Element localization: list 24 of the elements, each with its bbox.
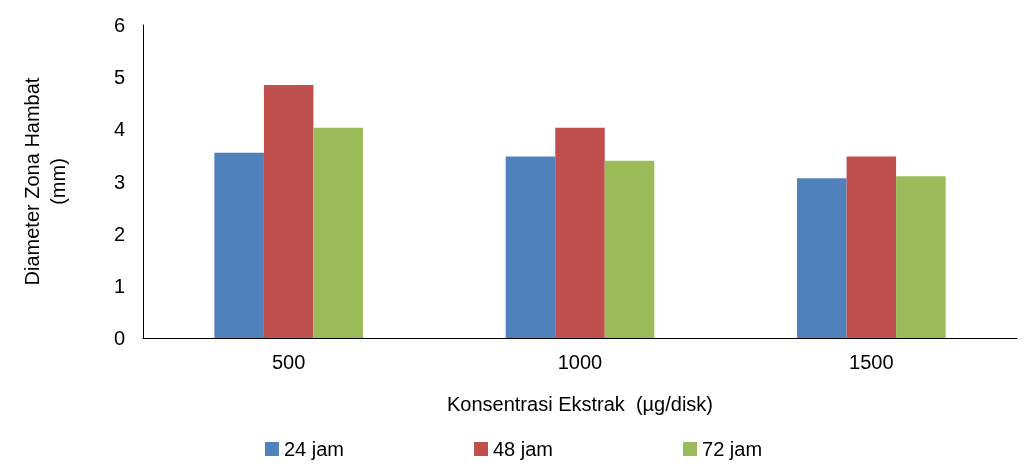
bar [896, 176, 946, 338]
x-tick-label: 500 [271, 351, 306, 373]
y-tick-label: 3 [113, 170, 125, 193]
y-tick-label: 6 [113, 14, 125, 36]
bar [555, 127, 605, 338]
bar [214, 152, 264, 338]
x-tick-label: 1500 [849, 351, 894, 373]
bar [604, 160, 655, 338]
legend-label: 24 jam [283, 438, 344, 460]
y-tick-label: 0 [113, 327, 125, 349]
y-tick-label: 5 [113, 66, 125, 89]
bar [263, 84, 314, 338]
x-tick-label: 1000 [557, 351, 603, 373]
y-axis-title: Diameter Zona Hambat (mm) [21, 77, 69, 286]
bar [797, 178, 847, 338]
y-tick-label: 1 [113, 274, 125, 297]
bar [313, 127, 363, 338]
y-tick-label: 4 [113, 118, 125, 141]
x-axis-title: Konsentrasi Ekstrak (µg/disk) [446, 393, 714, 415]
bar [505, 156, 556, 338]
legend-label: 48 jam [492, 438, 554, 460]
legend-label: 72 jam [702, 438, 763, 460]
bar [846, 156, 897, 338]
y-tick-label: 2 [113, 222, 125, 245]
